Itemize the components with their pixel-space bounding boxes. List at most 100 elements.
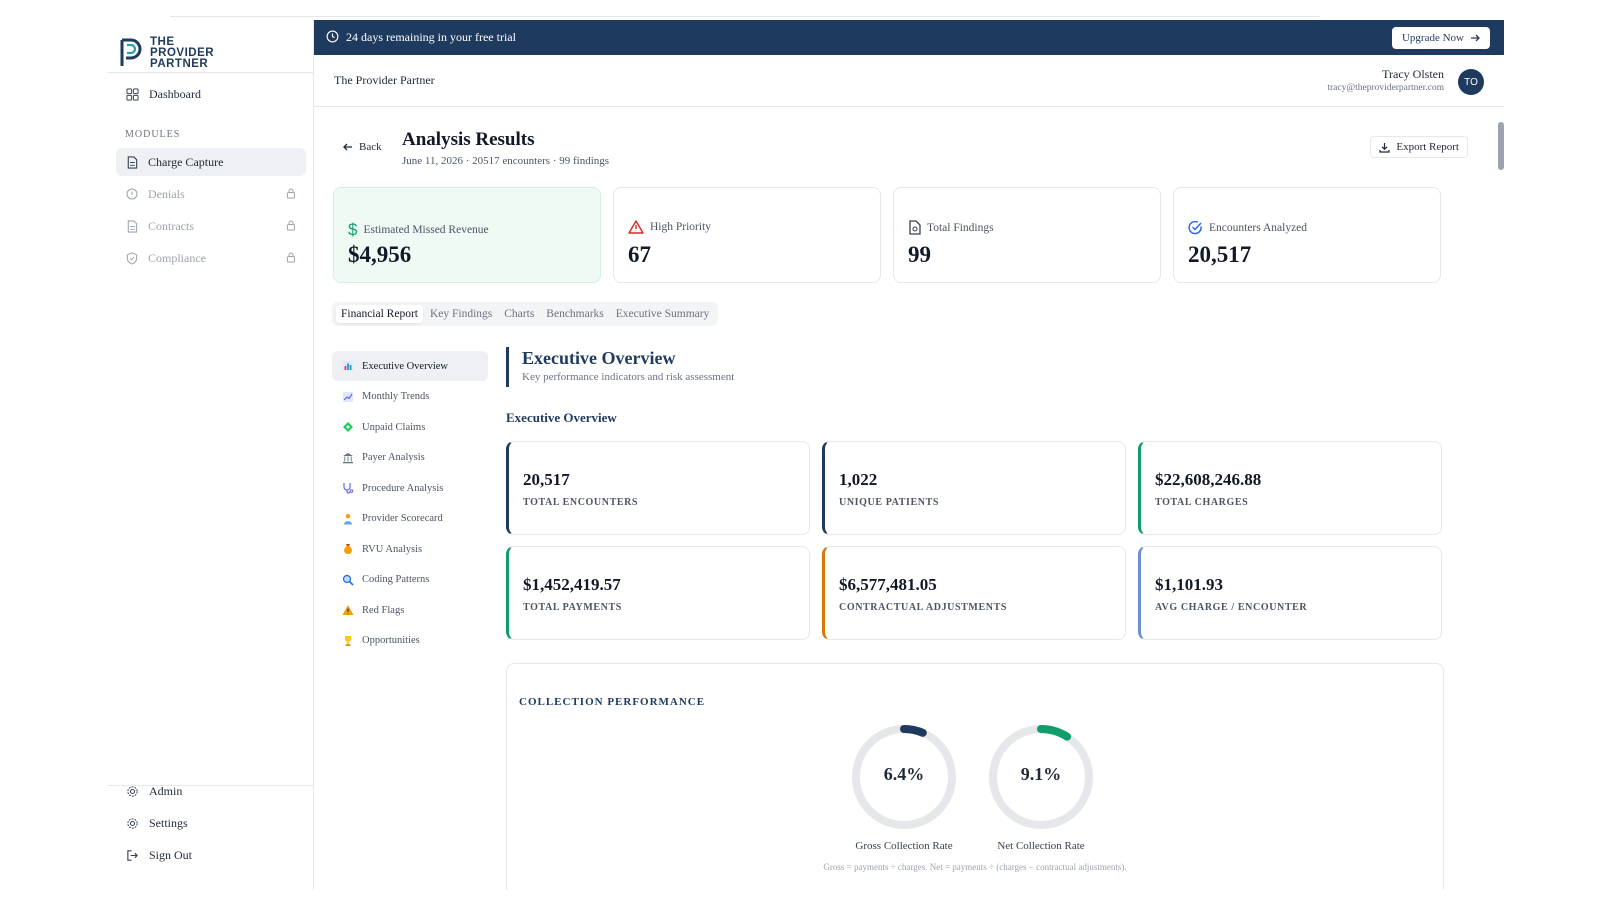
stat-card-high-priority: High Priority 67 bbox=[613, 187, 881, 283]
stat-value: 67 bbox=[628, 242, 651, 267]
section-header: Executive Overview Key performance indic… bbox=[506, 347, 734, 387]
lock-icon bbox=[287, 252, 295, 263]
trial-banner: 24 days remaining in your free trial Upg… bbox=[314, 20, 1504, 55]
subnav-executive-overview[interactable]: Executive Overview bbox=[332, 351, 488, 381]
main-content: Back Analysis Results June 11, 2026 · 20… bbox=[314, 107, 1504, 890]
gauge-value: 6.4% bbox=[883, 764, 925, 784]
kpi-value: 1,022 bbox=[839, 470, 878, 489]
avatar[interactable]: TO bbox=[1458, 69, 1484, 95]
brand-logo[interactable]: THE PROVIDER PARTNER bbox=[118, 28, 314, 78]
subnav-red-flags[interactable]: Red Flags bbox=[332, 595, 488, 625]
sidebar-item-settings[interactable]: Settings bbox=[116, 809, 306, 837]
subnav-provider-scorecard[interactable]: Provider Scorecard bbox=[332, 504, 488, 534]
sidebar-item-label: Denials bbox=[148, 186, 185, 201]
export-report-label: Export Report bbox=[1396, 141, 1459, 153]
subnav-label: Executive Overview bbox=[362, 360, 449, 372]
kpi-value: $1,452,419.57 bbox=[523, 575, 621, 594]
file-icon bbox=[127, 155, 138, 169]
clock-icon bbox=[326, 30, 339, 43]
tab-financial-report[interactable]: Financial Report bbox=[336, 305, 423, 323]
scrollbar-thumb[interactable] bbox=[1498, 122, 1504, 170]
top-header: The Provider Partner Tracy Olsten tracy@… bbox=[314, 55, 1504, 107]
logo-line-1: THE bbox=[150, 35, 175, 48]
section-subtitle: Key performance indicators and risk asse… bbox=[522, 371, 735, 383]
stat-label: Encounters Analyzed bbox=[1188, 220, 1307, 235]
sidebar-item-sign-out[interactable]: Sign Out bbox=[116, 841, 306, 869]
sidebar-item-label: Admin bbox=[149, 783, 183, 798]
tab-key-findings[interactable]: Key Findings bbox=[429, 308, 493, 320]
trophy-icon bbox=[342, 635, 354, 647]
sidebar-item-contracts[interactable]: Contracts bbox=[116, 212, 306, 240]
kpi-value: 20,517 bbox=[523, 470, 570, 489]
gauge-label: Net Collection Rate bbox=[997, 840, 1085, 852]
back-button[interactable]: Back bbox=[342, 141, 382, 153]
export-report-button[interactable]: Export Report bbox=[1370, 136, 1468, 158]
stat-label-text: Estimated Missed Revenue bbox=[363, 224, 489, 236]
subnav-label: Monthly Trends bbox=[362, 391, 430, 402]
subnav-procedure-analysis[interactable]: Procedure Analysis bbox=[332, 473, 488, 503]
kpi-label: CONTRACTUAL ADJUSTMENTS bbox=[839, 602, 1007, 613]
magnifier-icon bbox=[342, 574, 354, 586]
trial-banner-text: 24 days remaining in your free trial bbox=[346, 30, 516, 44]
kpi-value: $1,101.93 bbox=[1155, 575, 1223, 594]
stat-card-total-findings: Total Findings 99 bbox=[893, 187, 1161, 283]
warning-icon bbox=[342, 604, 354, 616]
sidebar-item-dashboard[interactable]: Dashboard bbox=[116, 80, 306, 108]
subnav-rvu-analysis[interactable]: RVU Analysis bbox=[332, 534, 488, 564]
scrollbar[interactable] bbox=[1498, 112, 1504, 172]
collection-footnote: Gross = payments ÷ charges. Net = paymen… bbox=[823, 862, 1127, 872]
stat-label: Total Findings bbox=[908, 220, 994, 235]
subnav-coding-patterns[interactable]: Coding Patterns bbox=[332, 565, 488, 595]
sidebar-item-admin[interactable]: Admin bbox=[116, 777, 306, 805]
kpi-card-total-encounters: 20,517 TOTAL ENCOUNTERS bbox=[506, 441, 810, 535]
subnav-label: Payer Analysis bbox=[362, 452, 425, 463]
upgrade-now-button[interactable]: Upgrade Now bbox=[1391, 27, 1490, 49]
grid-icon bbox=[126, 87, 139, 101]
kpi-card-total-charges: $22,608,246.88 TOTAL CHARGES bbox=[1138, 441, 1442, 535]
logo-line-3: PARTNER bbox=[150, 57, 209, 70]
dollar-icon: $ bbox=[348, 220, 358, 239]
sidebar-item-label: Contracts bbox=[148, 218, 194, 233]
subnav-monthly-trends[interactable]: Monthly Trends bbox=[332, 382, 488, 412]
subnav-payer-analysis[interactable]: Payer Analysis bbox=[332, 443, 488, 473]
page-title: Analysis Results bbox=[402, 129, 535, 150]
sidebar-item-label: Compliance bbox=[148, 250, 206, 265]
tab-charts[interactable]: Charts bbox=[504, 308, 535, 320]
sidebar-item-charge-capture[interactable]: Charge Capture bbox=[116, 148, 306, 176]
user-name: Tracy Olsten bbox=[1382, 67, 1444, 81]
arrow-right-icon bbox=[1471, 34, 1480, 42]
page-subtitle: June 11, 2026 · 20517 encounters · 99 fi… bbox=[402, 155, 610, 167]
sign-out-icon bbox=[127, 849, 138, 861]
upgrade-now-label: Upgrade Now bbox=[1401, 32, 1464, 44]
gauge-net-collection-rate: 9.1% Net Collection Rate bbox=[986, 722, 1096, 852]
alert-circle-icon bbox=[126, 188, 138, 200]
subnav-opportunities[interactable]: Opportunities bbox=[332, 626, 488, 656]
tab-benchmarks[interactable]: Benchmarks bbox=[546, 308, 604, 320]
stat-label-text: Encounters Analyzed bbox=[1209, 221, 1308, 234]
stat-label-text: Total Findings bbox=[927, 221, 994, 234]
section-title: Executive Overview bbox=[522, 348, 676, 368]
stat-label-text: High Priority bbox=[650, 221, 712, 233]
logo-text: THE PROVIDER PARTNER bbox=[150, 35, 214, 70]
sidebar-item-label: Charge Capture bbox=[148, 154, 224, 169]
doctor-icon bbox=[342, 513, 354, 525]
sidebar-item-compliance[interactable]: Compliance bbox=[116, 244, 306, 272]
stethoscope-icon bbox=[342, 482, 354, 494]
kpi-card-contractual-adjustments: $6,577,481.05 CONTRACTUAL ADJUSTMENTS bbox=[822, 546, 1126, 640]
subnav-label: Red Flags bbox=[362, 604, 405, 616]
subnav-label: Coding Patterns bbox=[362, 574, 430, 585]
tab-executive-summary[interactable]: Executive Summary bbox=[615, 308, 710, 320]
sidebar-item-denials[interactable]: Denials bbox=[116, 180, 306, 208]
gauge-value: 9.1% bbox=[1020, 764, 1062, 784]
sidebar-item-label: Sign Out bbox=[149, 847, 193, 862]
kpi-card-avg-charge: $1,101.93 AVG CHARGE / ENCOUNTER bbox=[1138, 546, 1442, 640]
bank-icon bbox=[342, 452, 354, 464]
subnav-label: Procedure Analysis bbox=[362, 482, 444, 494]
kpi-card-total-payments: $1,452,419.57 TOTAL PAYMENTS bbox=[506, 546, 810, 640]
sidebar-item-label: Settings bbox=[149, 815, 188, 830]
organization-name: The Provider Partner bbox=[334, 73, 435, 87]
subnav-label: RVU Analysis bbox=[362, 543, 423, 555]
gear-icon bbox=[127, 785, 138, 797]
subnav-unpaid-claims[interactable]: Unpaid Claims bbox=[332, 412, 488, 442]
gauge-gross-collection-rate: 6.4% Gross Collection Rate bbox=[849, 722, 959, 852]
